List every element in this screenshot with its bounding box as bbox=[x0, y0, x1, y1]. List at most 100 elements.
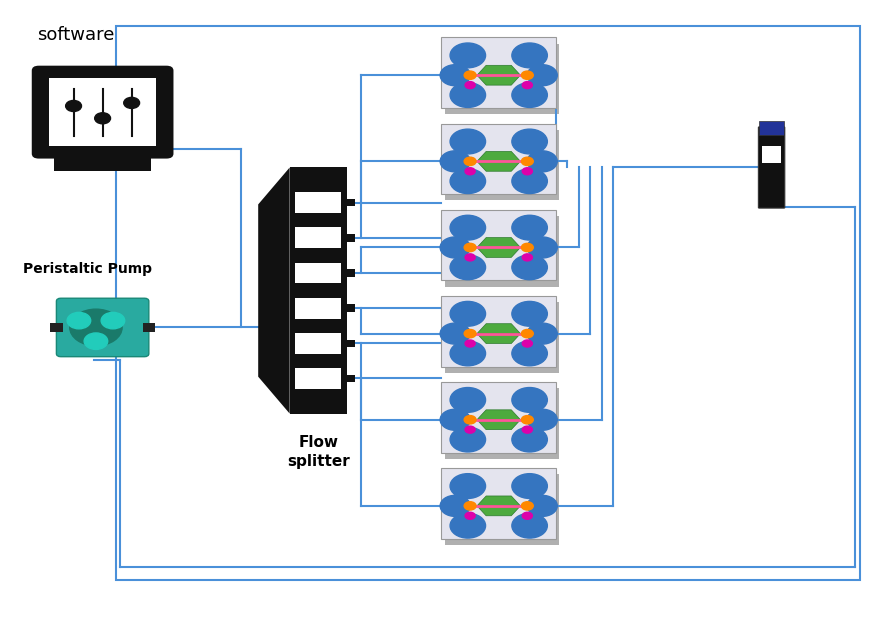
Circle shape bbox=[450, 387, 486, 412]
Polygon shape bbox=[477, 334, 520, 344]
Circle shape bbox=[522, 512, 532, 519]
Circle shape bbox=[450, 514, 486, 538]
Polygon shape bbox=[477, 496, 520, 506]
Polygon shape bbox=[477, 506, 520, 516]
Circle shape bbox=[67, 312, 91, 329]
Bar bbox=[50, 323, 63, 332]
Polygon shape bbox=[477, 237, 520, 247]
Circle shape bbox=[527, 496, 557, 517]
Circle shape bbox=[464, 71, 476, 79]
Bar bbox=[296, 192, 341, 213]
Circle shape bbox=[450, 427, 486, 452]
Circle shape bbox=[450, 302, 486, 326]
Circle shape bbox=[522, 82, 532, 88]
Circle shape bbox=[465, 340, 475, 347]
FancyBboxPatch shape bbox=[758, 127, 785, 208]
Circle shape bbox=[522, 167, 532, 175]
Bar bbox=[347, 339, 356, 347]
Bar bbox=[49, 78, 156, 146]
Circle shape bbox=[521, 71, 533, 79]
Circle shape bbox=[512, 514, 547, 538]
Polygon shape bbox=[477, 324, 520, 334]
Circle shape bbox=[440, 409, 471, 430]
Text: Peristaltic Pump: Peristaltic Pump bbox=[23, 262, 153, 276]
Circle shape bbox=[512, 302, 547, 326]
Circle shape bbox=[512, 427, 547, 452]
Circle shape bbox=[440, 237, 471, 258]
Bar bbox=[143, 323, 155, 332]
Bar bbox=[296, 227, 341, 248]
Bar bbox=[445, 216, 560, 287]
Polygon shape bbox=[477, 410, 520, 420]
Bar bbox=[116, 26, 860, 580]
Bar bbox=[296, 263, 341, 284]
Circle shape bbox=[527, 237, 557, 258]
Circle shape bbox=[512, 43, 547, 68]
Circle shape bbox=[440, 65, 471, 86]
Polygon shape bbox=[477, 151, 520, 161]
Bar bbox=[347, 375, 356, 382]
Circle shape bbox=[65, 101, 81, 111]
Polygon shape bbox=[258, 167, 290, 413]
Circle shape bbox=[450, 83, 486, 108]
Bar bbox=[762, 146, 781, 164]
Bar bbox=[442, 124, 556, 194]
Circle shape bbox=[94, 112, 110, 124]
Polygon shape bbox=[477, 247, 520, 257]
Circle shape bbox=[512, 473, 547, 499]
Circle shape bbox=[512, 129, 547, 154]
Circle shape bbox=[450, 215, 486, 240]
Circle shape bbox=[521, 415, 533, 424]
Circle shape bbox=[124, 98, 140, 108]
Circle shape bbox=[450, 43, 486, 68]
Circle shape bbox=[522, 426, 532, 433]
Bar bbox=[442, 37, 556, 108]
Circle shape bbox=[465, 426, 475, 433]
Circle shape bbox=[522, 340, 532, 347]
FancyBboxPatch shape bbox=[57, 298, 149, 357]
Circle shape bbox=[450, 341, 486, 366]
Bar bbox=[296, 333, 341, 353]
Bar bbox=[347, 234, 356, 242]
Circle shape bbox=[527, 409, 557, 430]
Circle shape bbox=[522, 254, 532, 261]
Circle shape bbox=[464, 415, 476, 424]
Circle shape bbox=[512, 169, 547, 193]
Circle shape bbox=[527, 65, 557, 86]
Circle shape bbox=[527, 151, 557, 172]
Circle shape bbox=[70, 309, 122, 345]
Polygon shape bbox=[477, 66, 520, 75]
FancyBboxPatch shape bbox=[32, 66, 173, 159]
Circle shape bbox=[440, 151, 471, 172]
Text: Flow
splitter: Flow splitter bbox=[287, 435, 350, 468]
Circle shape bbox=[521, 502, 533, 510]
Polygon shape bbox=[477, 161, 520, 171]
Polygon shape bbox=[477, 75, 520, 85]
Bar bbox=[759, 121, 784, 135]
Circle shape bbox=[512, 387, 547, 412]
Circle shape bbox=[521, 243, 533, 252]
Bar bbox=[296, 298, 341, 319]
Circle shape bbox=[521, 329, 533, 338]
Polygon shape bbox=[477, 420, 520, 430]
Text: software: software bbox=[36, 27, 114, 44]
Bar bbox=[442, 296, 556, 366]
Circle shape bbox=[512, 215, 547, 240]
Bar bbox=[54, 158, 151, 171]
Bar bbox=[442, 210, 556, 281]
Circle shape bbox=[465, 167, 475, 175]
Circle shape bbox=[465, 82, 475, 88]
Bar bbox=[290, 167, 347, 413]
Bar bbox=[347, 199, 356, 206]
Circle shape bbox=[464, 502, 476, 510]
Bar bbox=[296, 368, 341, 389]
Circle shape bbox=[512, 83, 547, 108]
Circle shape bbox=[102, 312, 125, 329]
Bar bbox=[94, 143, 111, 157]
Circle shape bbox=[450, 473, 486, 499]
Circle shape bbox=[465, 512, 475, 519]
Circle shape bbox=[450, 169, 486, 193]
Bar bbox=[442, 468, 556, 539]
Circle shape bbox=[84, 333, 108, 349]
Circle shape bbox=[440, 323, 471, 344]
